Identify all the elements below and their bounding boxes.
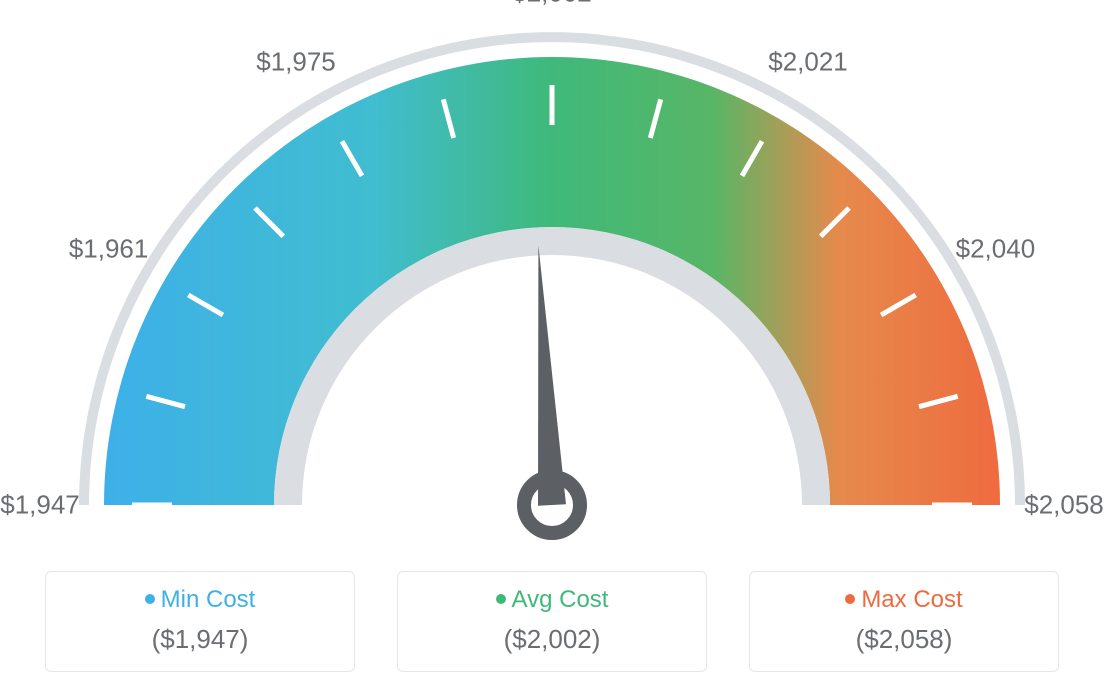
min-cost-dot [145, 594, 155, 604]
max-cost-value: ($2,058) [760, 624, 1048, 655]
max-cost-dot [845, 594, 855, 604]
max-cost-card: Max Cost ($2,058) [749, 571, 1059, 672]
gauge-tick-label: $1,947 [0, 490, 80, 521]
gauge-tick-label: $2,021 [768, 46, 848, 77]
avg-cost-title: Avg Cost [408, 586, 696, 614]
gauge-needle [538, 245, 566, 505]
avg-cost-title-text: Avg Cost [512, 586, 609, 613]
max-cost-title-text: Max Cost [861, 586, 962, 613]
min-cost-title: Min Cost [56, 586, 344, 614]
min-cost-card: Min Cost ($1,947) [45, 571, 355, 672]
gauge-tick-label: $2,040 [956, 234, 1036, 265]
legend-row: Min Cost ($1,947) Avg Cost ($2,002) Max … [0, 571, 1104, 672]
avg-cost-dot [496, 594, 506, 604]
gauge-tick-label: $2,002 [512, 0, 592, 9]
avg-cost-value: ($2,002) [408, 624, 696, 655]
avg-cost-card: Avg Cost ($2,002) [397, 571, 707, 672]
gauge-chart: $1,947 $1,961 $1,975 $2,002 $2,021 $2,040 $2,0… [0, 0, 1104, 560]
min-cost-title-text: Min Cost [161, 586, 256, 613]
gauge-svg [0, 0, 1104, 560]
min-cost-value: ($1,947) [56, 624, 344, 655]
max-cost-title: Max Cost [760, 586, 1048, 614]
gauge-tick-label: $1,975 [256, 46, 336, 77]
gauge-tick-label: $1,961 [69, 234, 149, 265]
gauge-tick-label: $2,058 [1024, 490, 1104, 521]
